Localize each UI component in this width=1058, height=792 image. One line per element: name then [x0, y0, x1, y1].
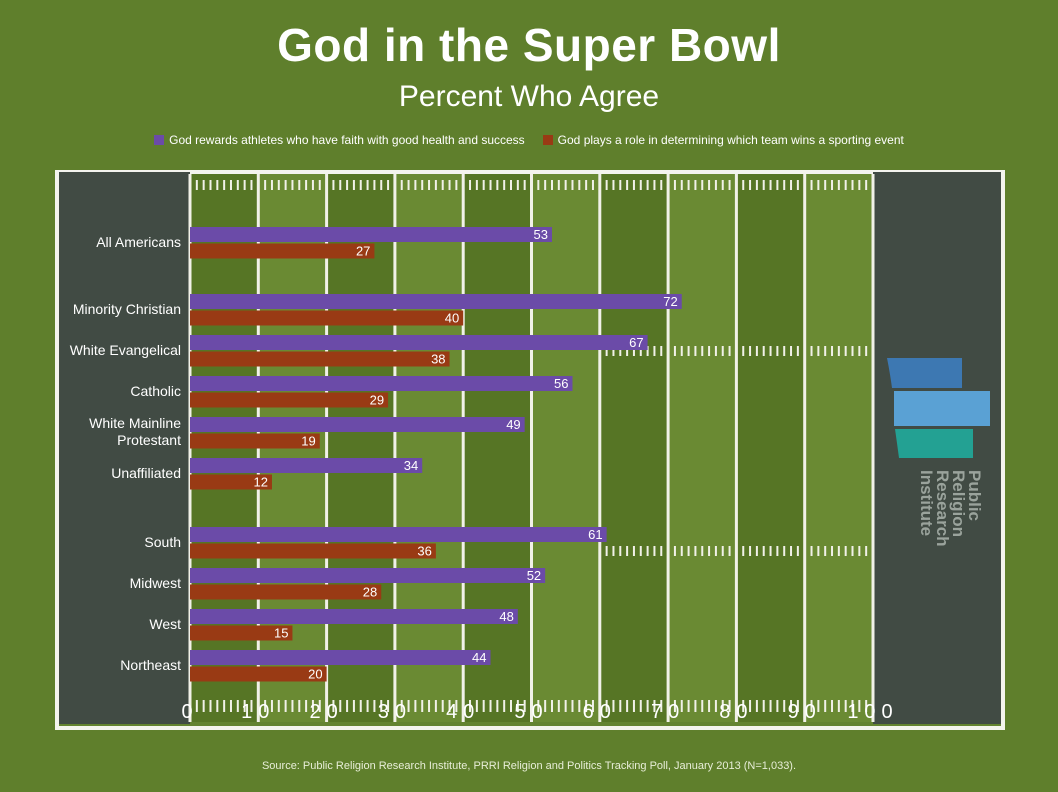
bar-value-label: 15	[274, 626, 288, 641]
bar-health	[190, 227, 552, 242]
grass-stripe	[804, 174, 873, 722]
left-endzone	[59, 172, 190, 724]
bar-value-label: 48	[499, 609, 513, 624]
bar-wins	[190, 474, 272, 490]
bar-health	[190, 376, 573, 391]
bar-value-label: 12	[253, 475, 267, 490]
category-label: Northeast	[120, 656, 181, 673]
x-tick-label: 0	[181, 701, 198, 723]
bar-health	[190, 568, 546, 583]
bar-value-label: 38	[431, 352, 445, 367]
bar-health	[190, 335, 648, 350]
bar-wins	[190, 584, 382, 600]
grass-stripe	[394, 174, 464, 722]
chart-title: God in the Super Bowl	[277, 19, 781, 71]
bar-wins	[190, 625, 293, 641]
bar-value-label: 19	[301, 434, 315, 449]
bar-wins	[190, 543, 436, 559]
bar-wins	[190, 433, 320, 449]
x-tick-label: 30	[378, 701, 412, 723]
category-label: Minority Christian	[72, 300, 181, 317]
bar-value-label: 56	[554, 376, 568, 391]
x-tick-label: 20	[309, 701, 343, 723]
chart-subtitle: Percent Who Agree	[398, 80, 660, 113]
bar-health	[190, 294, 682, 309]
bar-health	[190, 417, 525, 432]
category-label: White Evangelical	[69, 341, 181, 358]
legend-item-health: God rewards athletes who have faith with…	[154, 133, 525, 147]
x-tick-label: 40	[446, 701, 480, 723]
category-label: White Mainline Protestant	[89, 415, 181, 448]
bar-value-label: 44	[472, 650, 486, 665]
bar-wins	[190, 243, 375, 259]
category-label: Midwest	[129, 574, 181, 591]
legend-swatch-red	[542, 135, 553, 145]
legend-swatch-purple	[154, 135, 165, 145]
grass-stripe	[463, 174, 532, 722]
prri-logo	[885, 358, 991, 553]
bar-value-label: 72	[663, 294, 677, 309]
bar-health	[190, 609, 518, 624]
bar-value-label: 53	[534, 227, 548, 242]
bar-value-label: 20	[308, 667, 322, 682]
logo-text: Public Religion Research Institute	[917, 470, 984, 547]
grass-stripe	[599, 174, 669, 722]
grass-stripe	[531, 174, 600, 722]
bar-value-label: 28	[363, 585, 377, 600]
category-label: South	[144, 533, 181, 550]
source-note: Source: Public Religion Research Institu…	[261, 760, 797, 772]
x-tick-label: 90	[788, 701, 822, 723]
legend-label-health: God rewards athletes who have faith with…	[169, 133, 525, 147]
bar-value-label: 36	[417, 544, 431, 559]
bar-wins	[190, 310, 464, 326]
legend-label-wins: God plays a role in determining which te…	[557, 133, 904, 147]
bar-wins	[190, 666, 327, 682]
bar-health	[190, 650, 491, 665]
grass-stripe	[326, 174, 395, 722]
grass-stripe	[668, 174, 737, 722]
x-tick-label: 60	[583, 701, 617, 723]
bar-health	[190, 527, 607, 542]
bar-value-label: 52	[527, 568, 541, 583]
category-label: All Americans	[96, 233, 181, 250]
x-tick-label: 10	[241, 701, 275, 723]
x-tick-label: 80	[719, 701, 753, 723]
x-tick-label: 50	[514, 701, 548, 723]
bar-health	[190, 458, 423, 473]
bar-value-label: 34	[404, 458, 418, 473]
legend: God rewards athletes who have faith with…	[0, 133, 1058, 147]
category-label: Catholic	[130, 382, 181, 399]
bar-value-label: 49	[506, 417, 520, 432]
bar-value-label: 29	[370, 393, 384, 408]
category-label: Unaffiliated	[111, 464, 181, 481]
bar-value-label: 67	[629, 335, 643, 350]
x-tick-label: 70	[651, 701, 685, 723]
bar-wins	[190, 392, 389, 408]
legend-item-wins: God plays a role in determining which te…	[542, 133, 904, 147]
bar-value-label: 40	[445, 311, 459, 326]
grass-stripe	[736, 174, 805, 722]
bar-value-label: 61	[588, 527, 602, 542]
bar-wins	[190, 351, 450, 367]
x-tick-label: 100	[847, 701, 898, 723]
category-label: West	[149, 615, 181, 632]
bar-value-label: 27	[356, 244, 370, 259]
